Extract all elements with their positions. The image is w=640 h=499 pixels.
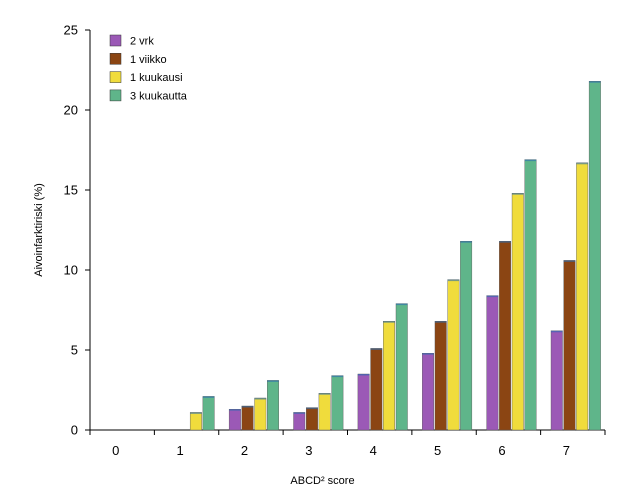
bar — [383, 321, 395, 431]
bar-top-edge — [499, 241, 511, 243]
bar-top-edge — [241, 406, 254, 408]
y-tick-label: 0 — [71, 423, 78, 438]
bar — [434, 321, 447, 431]
bar — [318, 393, 331, 431]
bar — [511, 192, 524, 431]
bar — [331, 375, 344, 431]
bar — [588, 80, 601, 431]
bar — [293, 412, 306, 431]
bar-top-edge — [254, 398, 267, 400]
x-tick-label: 1 — [177, 443, 184, 458]
bar-top-edge — [524, 159, 537, 162]
bar-top-edge — [229, 409, 241, 411]
bars — [189, 80, 601, 431]
bar-top-edge — [395, 303, 408, 306]
x-tick-label: 4 — [370, 443, 377, 458]
bar-top-edge — [589, 81, 601, 83]
bar-top-edge — [512, 193, 524, 195]
bar — [267, 380, 279, 431]
legend-label: 3 kuukautta — [130, 90, 188, 102]
legend-swatch — [109, 53, 122, 65]
x-tick-label: 0 — [112, 443, 119, 458]
x-tick-label: 7 — [563, 443, 570, 458]
x-tick-label: 5 — [434, 443, 441, 458]
legend-label: 2 vrk — [130, 36, 154, 48]
bar-top-edge — [383, 321, 395, 323]
legend: 2 vrk 1 viikko 1 kuukausi 3 kuukautta — [109, 34, 188, 102]
x-ticks: 0 1 2 3 4 5 6 7 — [89, 430, 606, 458]
y-tick-label: 15 — [64, 183, 78, 198]
bar — [422, 353, 434, 431]
y-tick-label: 25 — [64, 23, 78, 38]
bar — [499, 240, 512, 431]
bar-top-edge — [190, 412, 202, 414]
bar-top-edge — [331, 375, 344, 378]
bar — [395, 303, 408, 431]
bar-top-edge — [563, 260, 576, 262]
bar-top-edge — [306, 407, 318, 410]
bar-top-edge — [576, 162, 588, 165]
bar — [563, 260, 576, 431]
x-tick-label: 6 — [498, 443, 505, 458]
legend-swatch — [109, 71, 122, 83]
x-tick-label: 3 — [305, 443, 312, 458]
bar-top-edge — [370, 348, 383, 350]
bar-top-edge — [434, 321, 447, 323]
bar — [550, 330, 563, 431]
x-axis-title: ABCD² score — [290, 475, 354, 487]
y-ticks: 0 5 10 15 20 25 — [64, 23, 90, 438]
y-tick-label: 10 — [64, 263, 78, 278]
legend-swatch — [109, 89, 122, 102]
legend-label: 1 kuukausi — [130, 72, 183, 84]
x-tick-label: 2 — [241, 443, 248, 458]
legend-swatch — [109, 34, 122, 47]
bar — [202, 396, 215, 431]
bar — [241, 405, 254, 431]
bar — [228, 409, 241, 431]
bar — [357, 373, 370, 431]
bar — [576, 162, 589, 431]
bar-top-edge — [422, 353, 434, 355]
bar-top-edge — [551, 330, 563, 333]
bar-top-edge — [447, 279, 460, 282]
bar-top-edge — [318, 393, 331, 395]
bar-top-edge — [293, 412, 306, 414]
legend-label: 1 viikko — [130, 54, 167, 66]
bar — [447, 279, 460, 431]
bar — [486, 295, 499, 431]
y-tick-label: 20 — [64, 103, 78, 118]
bar — [460, 240, 473, 431]
bar — [370, 348, 383, 431]
bar-top-edge — [460, 241, 472, 243]
bar — [254, 397, 267, 431]
y-axis-title: Aivoinfarktiriski (%) — [33, 183, 45, 277]
bar — [189, 412, 202, 431]
bar-top-edge — [267, 380, 279, 382]
bar-top-edge — [357, 374, 370, 376]
bar-top-edge — [202, 396, 215, 398]
bar — [306, 407, 318, 431]
bar — [524, 159, 537, 431]
y-tick-label: 5 — [71, 343, 78, 358]
bar-top-edge — [486, 295, 499, 298]
